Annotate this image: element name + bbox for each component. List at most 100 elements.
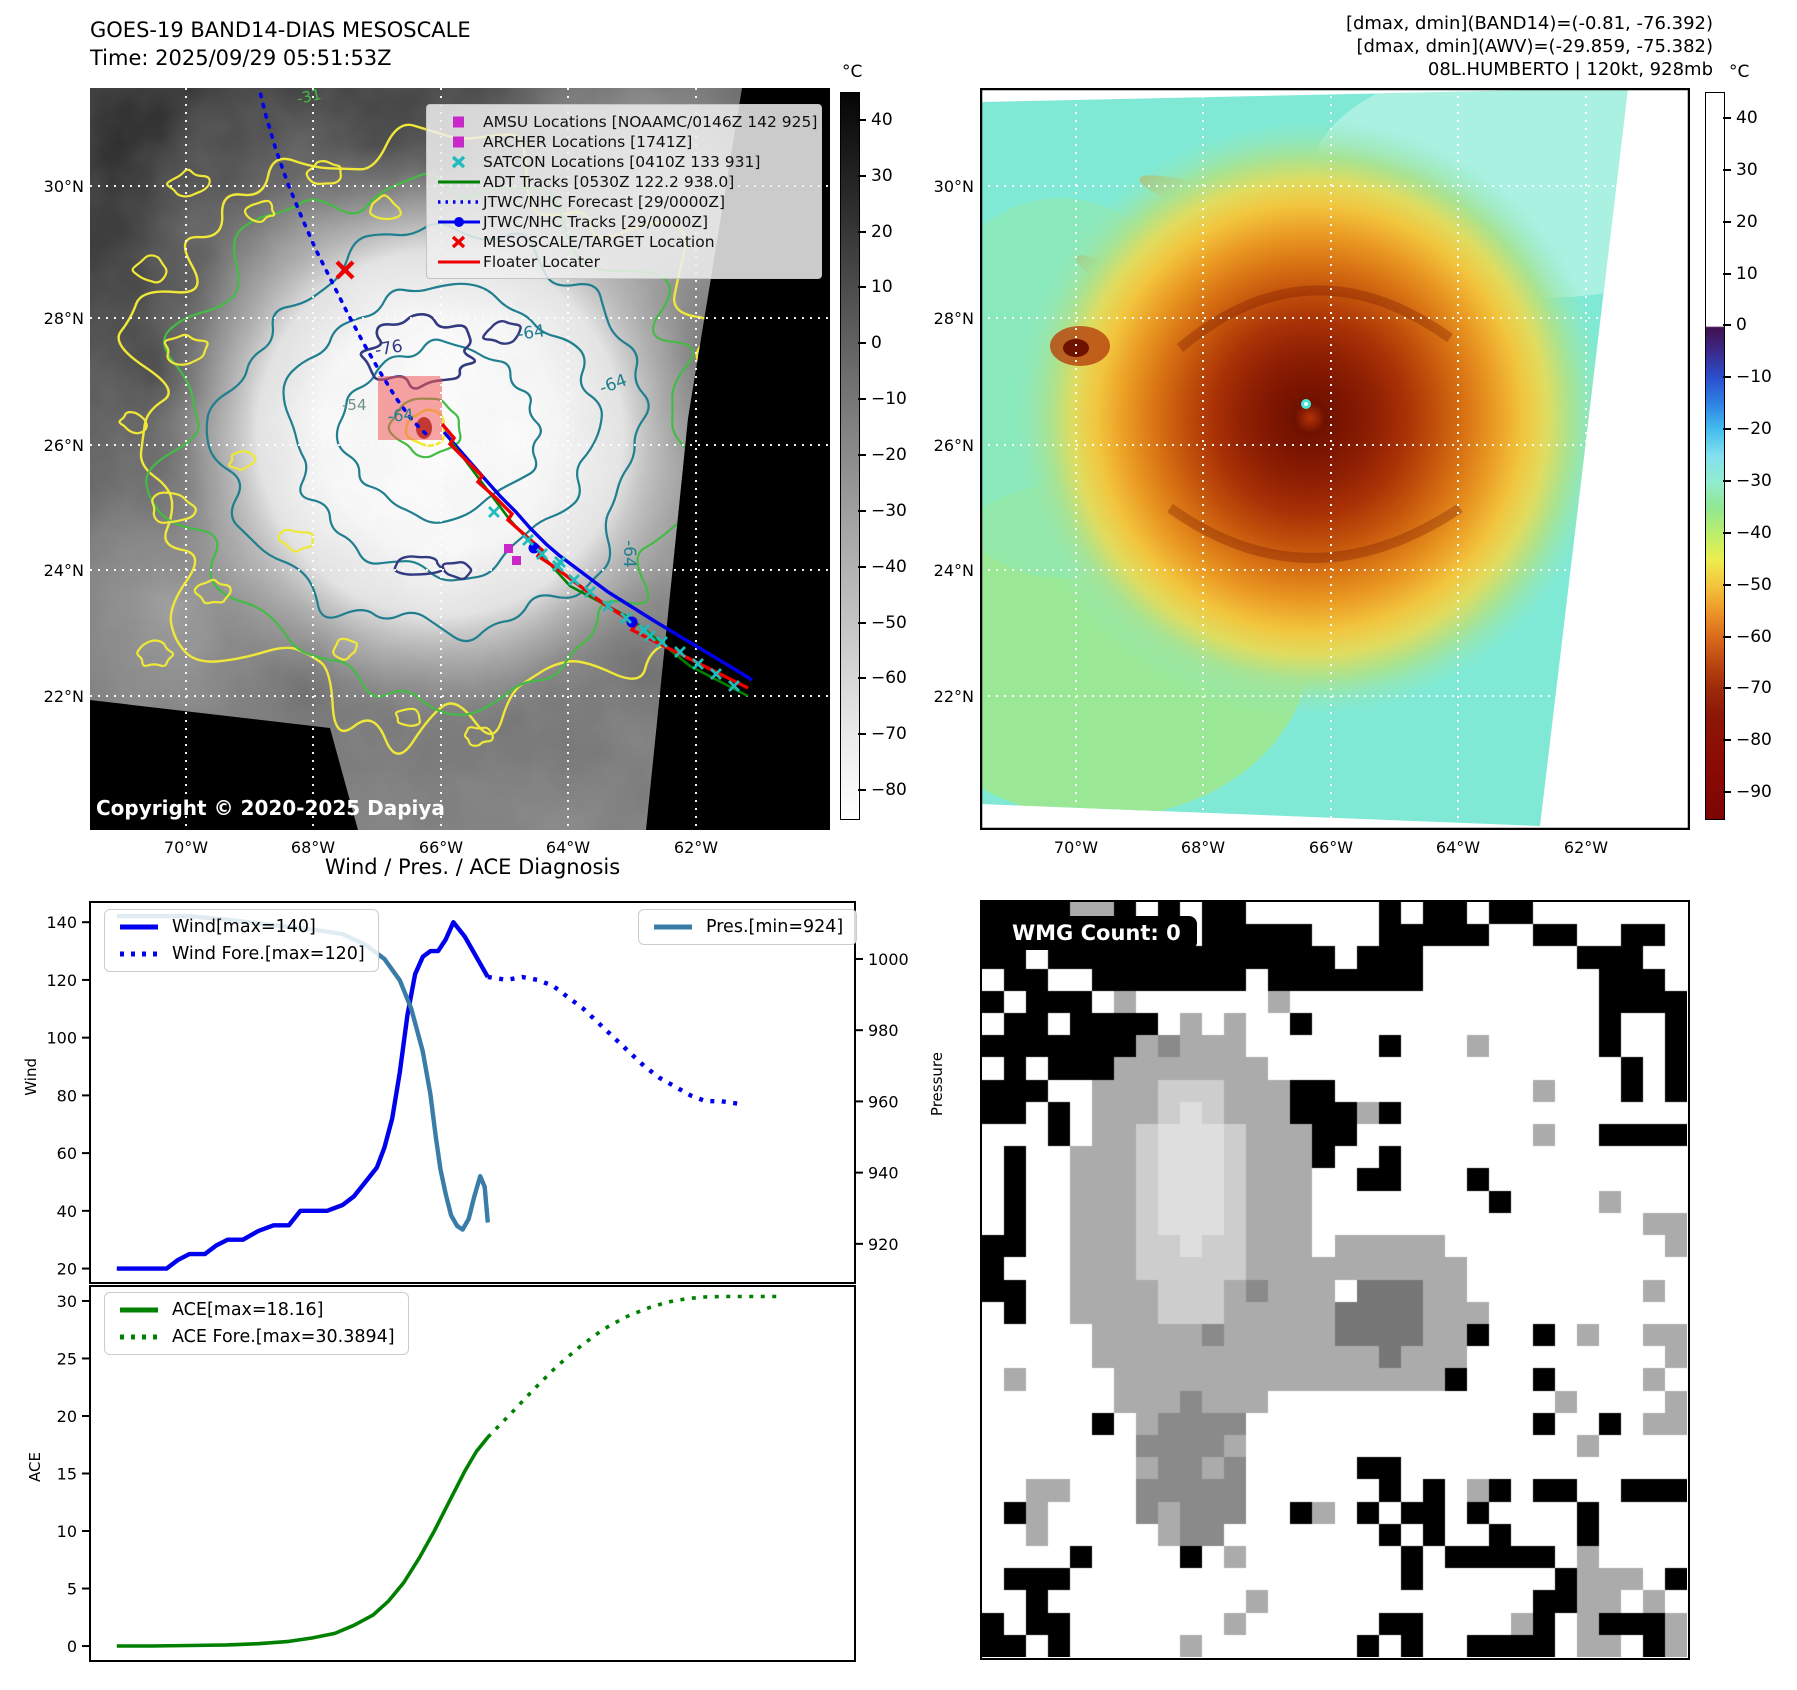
map-legend-label: JTWC/NHC Tracks [29/0000Z]: [483, 212, 709, 231]
y-tick-label: 0: [67, 1637, 77, 1656]
chart-legend-label: Pres.[min=924]: [706, 917, 844, 937]
y-tick-label: 30: [57, 1292, 77, 1311]
colorbar-tick-mark: [858, 398, 866, 401]
y-tick-label: 25: [57, 1349, 77, 1368]
map-legend-item: JTWC/NHC Forecast [29/0000Z]: [435, 192, 813, 211]
awv-header: [dmax, dmin](BAND14)=(-0.81, -76.392) [d…: [1346, 12, 1713, 81]
colorbar-tick-label: −40: [1736, 522, 1772, 543]
colorbar-tick-label: 40: [1736, 107, 1758, 128]
colorbar-tick-label: −20: [1736, 419, 1772, 440]
y-tick-label: 10: [57, 1522, 77, 1541]
x-marker-icon: [435, 154, 483, 170]
lat-label: 22°N: [933, 687, 974, 706]
y-tick-label: 20: [57, 1260, 77, 1279]
contour-label: -31: [295, 88, 323, 108]
colorbar-tick-label: −60: [871, 668, 907, 689]
colorbar-tick-label: 30: [871, 165, 893, 186]
wmg-count-badge: WMG Count: 0: [996, 916, 1197, 950]
chart-legend-item: ACE[max=18.16]: [118, 1300, 395, 1320]
copyright: Copyright © 2020-2025 Dapiya: [96, 796, 445, 820]
colorbar-tick-label: −30: [871, 500, 907, 521]
colorbar-tick-label: −70: [1736, 678, 1772, 699]
colorbar-unit: °C: [1729, 62, 1750, 82]
y-tick-label: 15: [57, 1465, 77, 1484]
colorbar-tick-mark: [858, 621, 866, 624]
colorbar-tick-mark: [858, 789, 866, 792]
awv-header-line1: [dmax, dmin](BAND14)=(-0.81, -76.392): [1345, 13, 1713, 34]
lon-label: 66°W: [1308, 838, 1354, 857]
colorbar-tick-mark: [1723, 220, 1731, 223]
chart-legend-label: ACE Fore.[max=30.3894]: [172, 1327, 395, 1347]
colorbar-tick-label: −70: [871, 724, 907, 745]
y2-tick-label: 980: [868, 1021, 899, 1040]
line-marker-icon: [435, 254, 483, 270]
chart-legend-item: ACE Fore.[max=30.3894]: [118, 1327, 395, 1347]
colorbar-tick-label: −20: [871, 445, 907, 465]
colorbar-tick-label: 10: [1736, 263, 1758, 284]
colorbar-tick-label: −50: [871, 612, 907, 633]
lat-label: 30°N: [933, 177, 974, 196]
colorbar-tick-label: 10: [871, 277, 893, 298]
map-legend-label: ARCHER Locations [1741Z]: [483, 132, 693, 151]
lon-label: 70°W: [1053, 838, 1099, 857]
colorbar-tick-label: −50: [1736, 574, 1772, 595]
map-legend-item: AMSU Locations [NOAAMC/0146Z 142 925]: [435, 112, 817, 131]
colorbar-tick-mark: [1723, 687, 1731, 690]
y2-tick-label: 960: [868, 1092, 899, 1111]
line-icon: [118, 917, 160, 937]
map-legend-label: AMSU Locations [NOAAMC/0146Z 142 925]: [483, 112, 818, 131]
colorbar-tick-mark: [858, 286, 866, 289]
map-legend-item: MESOSCALE/TARGET Location: [435, 232, 813, 251]
y-tick-label: 120: [46, 971, 77, 990]
line-icon: [118, 1300, 160, 1320]
map-legend-item: ADT Tracks [0530Z 122.2 938.0]: [435, 172, 813, 191]
y-tick-label: 20: [57, 1407, 77, 1426]
chart-legend-label: Wind[max=140]: [172, 917, 316, 937]
colorbar-tick-label: 0: [1736, 315, 1747, 336]
colorbar-tick-label: −40: [871, 556, 907, 577]
map-legend: AMSU Locations [NOAAMC/0146Z 142 925] ARC…: [426, 104, 822, 279]
map-legend-label: ADT Tracks [0530Z 122.2 938.0]: [483, 172, 735, 191]
colorbar-tick-label: 20: [1736, 211, 1758, 232]
colorbar-tick-mark: [858, 174, 866, 177]
colorbar-tick-mark: [1723, 324, 1731, 327]
lat-label: 26°N: [933, 436, 974, 455]
dotted-marker-icon: [435, 194, 483, 210]
map-legend-item: SATCON Locations [0410Z 133 931]: [435, 152, 813, 171]
colorbar-unit: °C: [842, 62, 863, 82]
colorbar-tick-mark: [1723, 168, 1731, 171]
map-legend-item: Floater Locater: [435, 252, 813, 271]
colorbar-tick-label: −60: [1736, 626, 1772, 647]
x-marker-icon: [435, 234, 483, 250]
contour-label: -54: [342, 396, 367, 414]
chart-legend-item: Wind Fore.[max=120]: [118, 944, 365, 964]
lat-label: 24°N: [933, 561, 974, 580]
awv-colorbar: [1705, 92, 1725, 820]
line-dot-marker-icon: [435, 214, 483, 230]
dotted-line-icon: [118, 1327, 160, 1347]
lon-label: 66°W: [418, 838, 464, 857]
y-tick-label: 140: [46, 913, 77, 932]
colorbar-tick-mark: [858, 230, 866, 233]
colorbar-tick-label: 30: [1736, 159, 1758, 180]
awv-header-line2: [dmax, dmin](AWV)=(-29.859, -75.382): [1356, 36, 1713, 57]
colorbar-tick-mark: [1723, 479, 1731, 482]
line-icon: [652, 917, 694, 937]
colorbar-tick-label: −30: [1736, 470, 1772, 491]
lon-label: 70°W: [163, 838, 209, 857]
map-legend-label: MESOSCALE/TARGET Location: [483, 232, 715, 251]
colorbar-tick-mark: [1723, 376, 1731, 379]
lon-label: 68°W: [1180, 838, 1226, 857]
band14-title-line2: Time: 2025/09/29 05:51:53Z: [90, 46, 392, 70]
square-marker-icon: [435, 114, 483, 130]
wind-legend: Wind[max=140] Wind Fore.[max=120]: [104, 909, 379, 972]
chart-legend-label: Wind Fore.[max=120]: [172, 944, 365, 964]
y-tick-label: 100: [46, 1029, 77, 1048]
colorbar-tick-mark: [1723, 635, 1731, 638]
y-tick-label: 40: [57, 1202, 77, 1221]
colorbar-tick-label: −10: [871, 389, 907, 410]
ace-chart: 0 5 10 15 20 25 30: [30, 1283, 960, 1668]
ace-axis-label: ACE: [26, 1452, 44, 1482]
pressure-legend: Pres.[min=924]: [638, 909, 858, 945]
lat-label: 26°N: [43, 436, 84, 455]
